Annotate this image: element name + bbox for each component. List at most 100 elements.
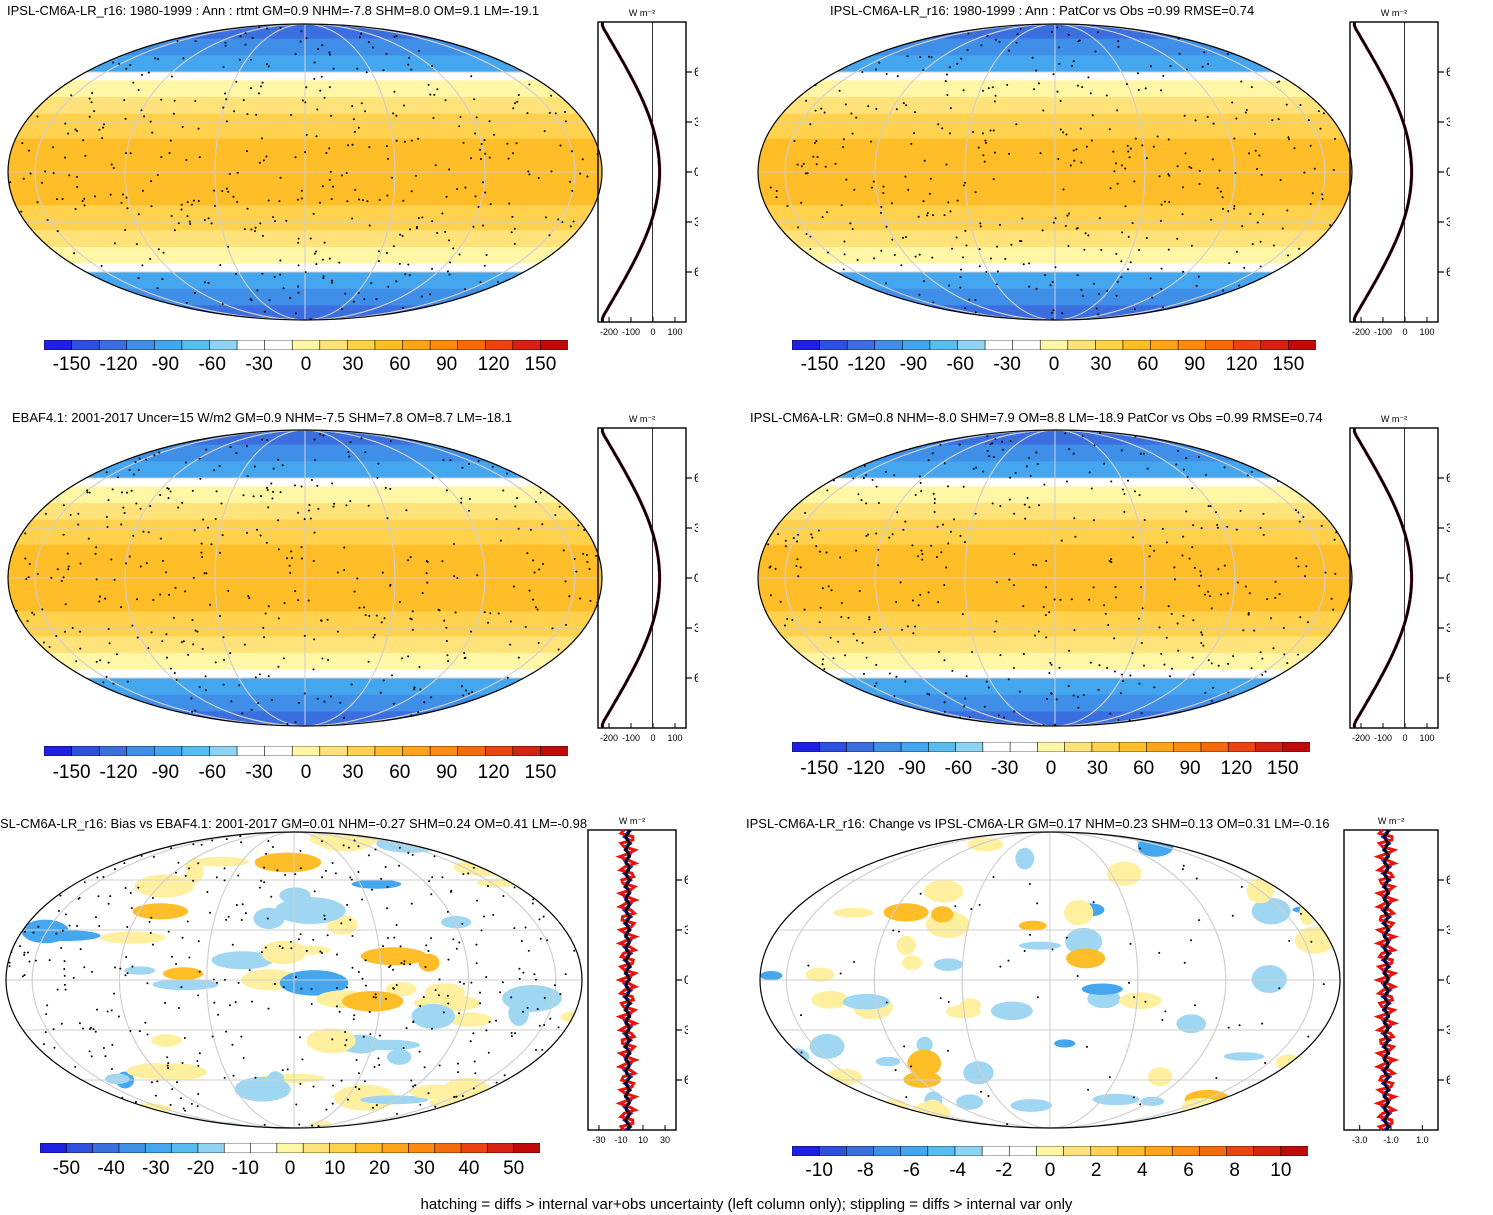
colorbar-swatch bbox=[197, 1143, 225, 1153]
stipple-dot bbox=[116, 845, 119, 848]
stipple-dot bbox=[273, 220, 276, 223]
stipple-dot bbox=[850, 112, 853, 115]
stipple-dot bbox=[1278, 80, 1281, 83]
stipple-dot bbox=[510, 439, 513, 442]
stipple-dot bbox=[873, 684, 876, 687]
stipple-dot bbox=[529, 528, 532, 531]
stipple-dot bbox=[316, 697, 319, 700]
stipple-dot bbox=[182, 57, 185, 60]
stipple-dot bbox=[305, 133, 308, 136]
stipple-dot bbox=[1113, 170, 1116, 173]
stipple-dot bbox=[944, 80, 947, 83]
stipple-dot bbox=[904, 520, 907, 523]
stipple-dot bbox=[1310, 716, 1313, 719]
stipple-dot bbox=[876, 49, 879, 52]
stipple-dot bbox=[1029, 933, 1032, 936]
stipple-dot bbox=[297, 291, 300, 294]
stipple-dot bbox=[332, 185, 335, 188]
stipple-dot bbox=[965, 244, 968, 247]
stipple-dot bbox=[32, 931, 35, 934]
stipple-dot bbox=[570, 150, 573, 153]
anomaly-patch bbox=[279, 970, 349, 996]
stipple-dot bbox=[816, 156, 819, 159]
stipple-dot bbox=[1089, 92, 1092, 95]
stipple-dot bbox=[132, 1110, 135, 1113]
stipple-dot bbox=[1286, 662, 1289, 665]
stipple-dot bbox=[1032, 88, 1035, 91]
stipple-dot bbox=[28, 481, 31, 484]
stipple-dot bbox=[95, 1008, 98, 1011]
stipple-dot bbox=[379, 691, 382, 694]
stipple-dot bbox=[1116, 182, 1119, 185]
stipple-dot bbox=[1158, 951, 1161, 954]
stipple-dot bbox=[1303, 718, 1306, 721]
stipple-dot bbox=[1276, 278, 1279, 281]
stipple-dot bbox=[931, 452, 934, 455]
stipple-dot bbox=[1195, 877, 1198, 880]
stipple-dot bbox=[283, 602, 286, 605]
stipple-dot bbox=[377, 1057, 380, 1060]
stipple-dot bbox=[18, 945, 21, 948]
stipple-dot bbox=[88, 1050, 91, 1053]
stipple-dot bbox=[371, 888, 374, 891]
stipple-dot bbox=[499, 24, 502, 27]
stipple-dot bbox=[350, 683, 353, 686]
stipple-dot bbox=[1105, 94, 1108, 97]
stipple-dot bbox=[571, 93, 574, 96]
anomaly-patch bbox=[1107, 861, 1142, 886]
stipple-dot bbox=[161, 640, 164, 643]
stipple-dot bbox=[221, 303, 224, 306]
stipple-dot bbox=[1210, 607, 1213, 610]
stipple-dot bbox=[296, 198, 299, 201]
stipple-dot bbox=[1228, 262, 1231, 265]
stipple-dot bbox=[413, 688, 416, 691]
stipple-dot bbox=[169, 139, 172, 142]
stipple-dot bbox=[1026, 496, 1029, 499]
stipple-dot bbox=[993, 100, 996, 103]
stipple-dot bbox=[545, 488, 548, 491]
stipple-dot bbox=[73, 303, 76, 306]
stipple-dot bbox=[69, 513, 72, 516]
stipple-dot bbox=[806, 77, 809, 80]
stipple-dot bbox=[1207, 62, 1210, 65]
anomaly-patch bbox=[1251, 897, 1291, 925]
stipple-dot bbox=[549, 43, 552, 46]
stipple-dot bbox=[1100, 248, 1103, 251]
colorbar-swatch bbox=[928, 742, 957, 752]
stipple-dot bbox=[808, 887, 811, 890]
graticule-lon bbox=[214, 24, 396, 320]
stipple-dot bbox=[575, 570, 578, 573]
stipple-dot bbox=[36, 201, 39, 204]
stipple-dot bbox=[388, 966, 391, 969]
stipple-dot bbox=[313, 890, 316, 893]
stipple-dot bbox=[382, 679, 385, 682]
stipple-dot bbox=[68, 287, 71, 290]
stipple-dot bbox=[1271, 443, 1274, 446]
stipple-dot bbox=[933, 510, 936, 513]
stipple-dot bbox=[204, 675, 207, 678]
stipple-dot bbox=[964, 307, 967, 310]
stipple-dot bbox=[537, 642, 540, 645]
stipple-dot bbox=[769, 594, 772, 597]
stipple-dot bbox=[551, 627, 554, 630]
anomaly-patch bbox=[956, 1094, 984, 1110]
stipple-dot bbox=[380, 877, 383, 880]
stipple-dot bbox=[857, 493, 860, 496]
stipple-dot bbox=[471, 691, 474, 694]
profile-line-obs bbox=[1352, 22, 1414, 322]
stipple-dot bbox=[538, 1024, 541, 1027]
stipple-dot bbox=[1156, 135, 1159, 138]
stipple-dot bbox=[391, 674, 394, 677]
colorbar-tick-label: 30 bbox=[342, 762, 364, 783]
stipple-dot bbox=[966, 49, 969, 52]
stipple-dot bbox=[913, 111, 916, 114]
stipple-dot bbox=[357, 1072, 360, 1075]
stipple-dot bbox=[261, 438, 264, 441]
colorbar-swatch bbox=[1008, 1146, 1038, 1156]
stipple-dot bbox=[441, 560, 444, 563]
stipple-dot bbox=[768, 566, 771, 569]
stipple-dot bbox=[522, 971, 525, 974]
stipple-dot bbox=[1044, 273, 1047, 276]
stipple-dot bbox=[557, 1026, 560, 1029]
stipple-dot bbox=[190, 697, 193, 700]
